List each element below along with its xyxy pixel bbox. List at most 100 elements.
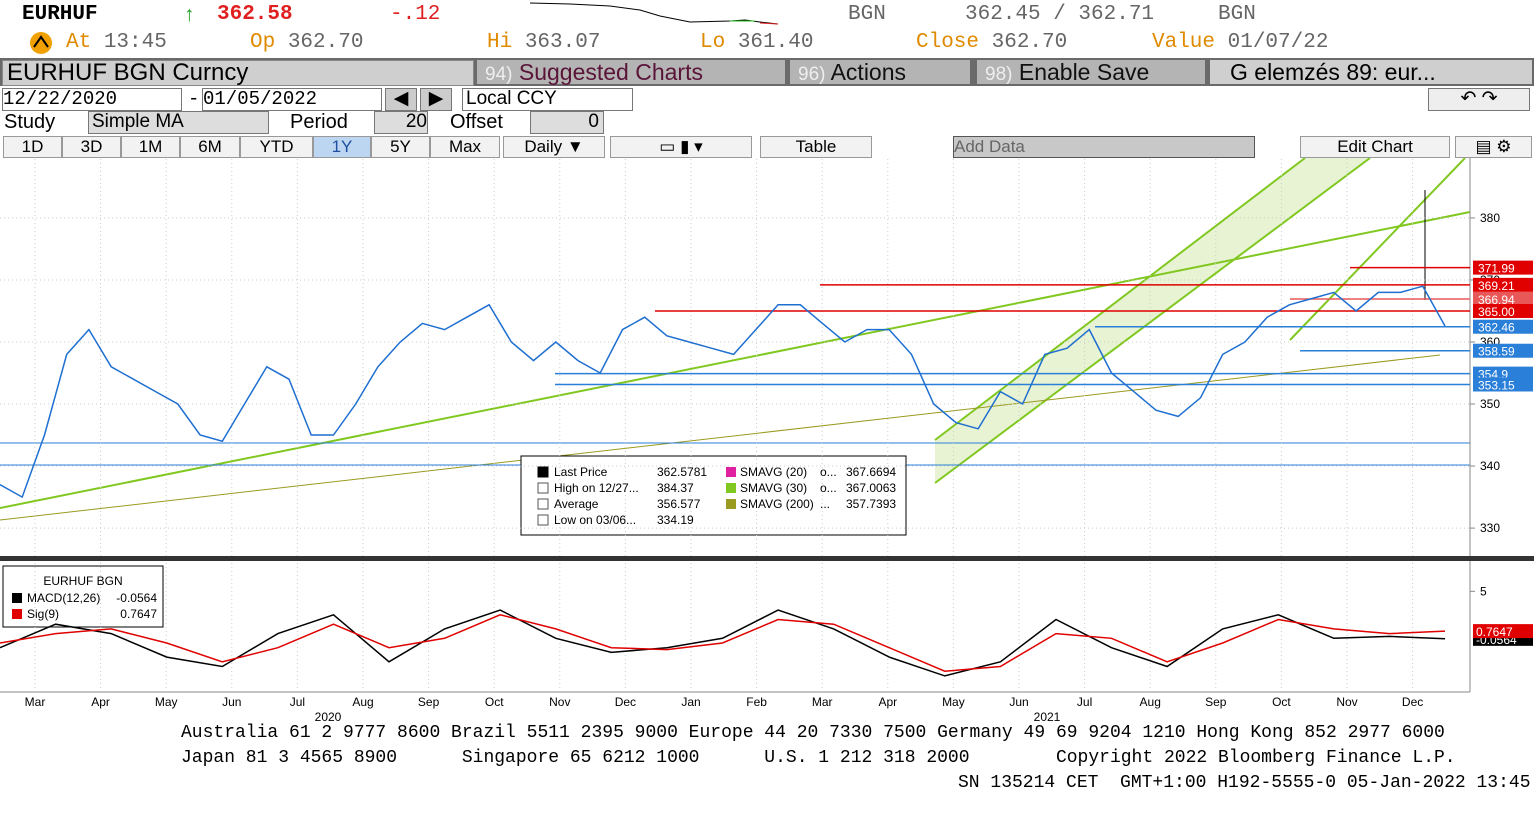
study[interactable]: Simple MA bbox=[88, 111, 269, 134]
menu[interactable]: 98) Enable Save bbox=[977, 59, 1205, 85]
security-name: EURHUF BGN Curncy bbox=[7, 59, 249, 86]
level-label-bg bbox=[1473, 291, 1533, 306]
end-date[interactable]: 01/05/2022 bbox=[202, 88, 382, 111]
x-tick-label: Dec bbox=[1402, 695, 1423, 709]
level-label-bg bbox=[1473, 377, 1533, 392]
currency[interactable]: Local CCY bbox=[462, 88, 633, 111]
field-label: Lo bbox=[700, 31, 726, 54]
legend-swatch bbox=[537, 482, 549, 494]
range-button[interactable]: 1M bbox=[121, 136, 180, 158]
period-label: Period bbox=[290, 111, 348, 133]
level-label: 369.21 bbox=[1478, 279, 1515, 293]
range-button[interactable]: 3D bbox=[62, 136, 121, 158]
legend-name: Low on 03/06... bbox=[554, 513, 636, 527]
prev[interactable]: ◀ bbox=[385, 88, 417, 111]
series-line bbox=[0, 609, 1446, 677]
y-tick-label: 340 bbox=[1480, 459, 1500, 473]
chart-title: G elemzés 89: eur... bbox=[1210, 60, 1532, 84]
date-separator: - bbox=[188, 88, 200, 110]
quote-field: Op 362.70 bbox=[250, 31, 363, 54]
quote-field: Value 01/07/22 bbox=[1152, 31, 1328, 54]
x-tick-label: Dec bbox=[615, 695, 636, 709]
legend-note: o... bbox=[820, 481, 837, 495]
trendline bbox=[0, 354, 1441, 521]
clock-icon bbox=[30, 32, 52, 54]
legend-swatch bbox=[726, 483, 736, 493]
range-button[interactable]: Max bbox=[430, 136, 500, 158]
legend-name: High on 12/27... bbox=[554, 481, 639, 495]
settings[interactable]: ▤ ⚙ bbox=[1455, 136, 1532, 158]
range-button[interactable]: 1D bbox=[3, 136, 62, 158]
legend-name: Average bbox=[554, 497, 599, 511]
menu-num: 96) bbox=[798, 64, 826, 85]
menu[interactable]: 94) Suggested Charts bbox=[477, 60, 785, 85]
level-label-bg bbox=[1473, 343, 1533, 358]
x-tick-label: Oct bbox=[485, 695, 504, 709]
legend bbox=[520, 455, 907, 536]
frequency-label: Daily bbox=[524, 137, 563, 156]
chart-type[interactable]: ▭ ▮ ▾ bbox=[610, 136, 752, 158]
x-tick-label: Nov bbox=[1336, 695, 1357, 709]
level-label: 371.99 bbox=[1478, 262, 1515, 276]
add-data[interactable]: Add Data bbox=[953, 136, 1255, 158]
menu-label: Enable Save bbox=[1018, 59, 1150, 85]
period[interactable]: 20 bbox=[374, 111, 428, 134]
x-tick-label: Aug bbox=[352, 695, 373, 709]
trendline bbox=[934, 158, 1306, 441]
level-label-bg bbox=[1473, 366, 1533, 381]
footer-line: SN 135214 CET GMT+1:00 H192-5555-0 05-Ja… bbox=[958, 773, 1534, 793]
table[interactable]: Table bbox=[760, 136, 872, 158]
field-label: Value bbox=[1152, 31, 1216, 54]
field-label: At bbox=[66, 31, 92, 54]
menu-label: Actions bbox=[830, 59, 907, 85]
x-tick-label: Jul bbox=[1077, 695, 1092, 709]
x-tick-label: Nov bbox=[549, 695, 570, 709]
value-label-bg bbox=[1473, 624, 1533, 639]
menu[interactable]: 96) Actions bbox=[790, 59, 970, 85]
field-value: 361.40 bbox=[737, 31, 814, 54]
quote-field: Close 362.70 bbox=[916, 31, 1067, 54]
legend-value: 357.7393 bbox=[846, 497, 896, 511]
macd-title: EURHUF BGN bbox=[43, 574, 122, 588]
legend-name: Last Price bbox=[554, 465, 608, 479]
undo-redo[interactable]: ↶ ↷ bbox=[1428, 88, 1530, 111]
y-tick-label: 5 bbox=[1480, 584, 1487, 598]
field-label: Close bbox=[916, 31, 980, 54]
legend-value: 334.19 bbox=[657, 513, 694, 527]
year-label: 2020 bbox=[315, 710, 342, 723]
field-value: 363.07 bbox=[524, 31, 601, 54]
y-tick-label: 380 bbox=[1480, 211, 1500, 225]
footer-line: Japan 81 3 4565 8900 Singapore 65 6212 1… bbox=[181, 748, 1456, 768]
field-value: 01/07/22 bbox=[1227, 31, 1329, 54]
menu-num: 94) bbox=[485, 64, 513, 85]
y-tick-label: 330 bbox=[1480, 521, 1500, 535]
next[interactable]: ▶ bbox=[420, 88, 452, 111]
start-date[interactable]: 12/22/2020 bbox=[2, 88, 182, 111]
security[interactable]: EURHUF BGN Curncy bbox=[2, 60, 474, 86]
range-button[interactable]: 5Y bbox=[371, 136, 430, 158]
year-label: 2021 bbox=[1034, 710, 1061, 723]
legend-value: 362.5781 bbox=[657, 465, 707, 479]
range-button[interactable]: YTD bbox=[240, 136, 313, 158]
legend-value: 0.7647 bbox=[120, 607, 157, 621]
x-tick-label: Feb bbox=[746, 695, 767, 709]
ticker: EURHUF bbox=[22, 3, 98, 26]
x-tick-label: Apr bbox=[878, 695, 897, 709]
legend-swatch bbox=[537, 466, 549, 478]
field-value: 13:45 bbox=[103, 31, 167, 54]
legend-value: 356.577 bbox=[657, 497, 701, 511]
frequency[interactable]: Daily ▼ bbox=[503, 136, 605, 158]
legend-name: SMAVG (20) bbox=[740, 465, 807, 479]
legend-swatch bbox=[12, 609, 22, 619]
quote-field: Hi 363.07 bbox=[487, 31, 600, 54]
field-label: Hi bbox=[487, 31, 513, 54]
legend-name: MACD(12,26) bbox=[27, 591, 100, 605]
legend-swatch bbox=[726, 499, 736, 509]
menu-num: 98) bbox=[985, 64, 1013, 85]
range-button[interactable]: 6M bbox=[180, 136, 240, 158]
range-button[interactable]: 1Y bbox=[313, 136, 371, 158]
legend-value: 367.0063 bbox=[846, 481, 896, 495]
legend-swatch bbox=[537, 498, 549, 510]
offset[interactable]: 0 bbox=[530, 111, 604, 134]
edit-chart[interactable]: Edit Chart bbox=[1300, 136, 1450, 158]
